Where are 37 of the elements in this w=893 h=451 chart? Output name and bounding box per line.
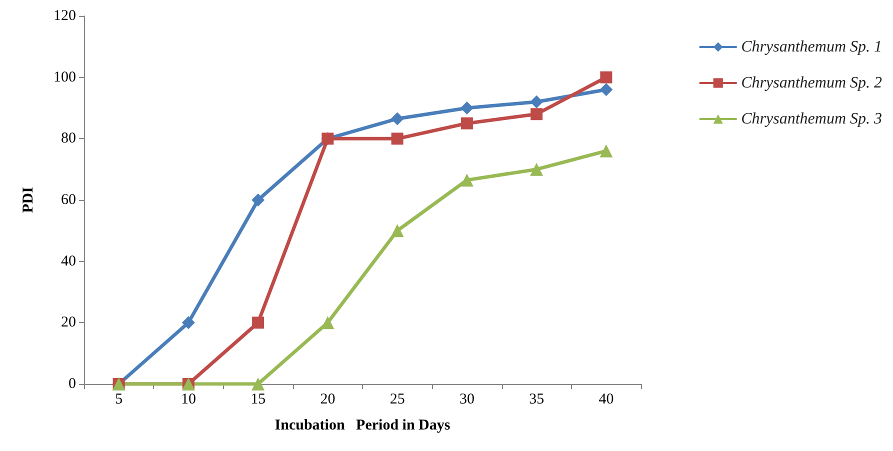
point — [252, 378, 265, 390]
point — [321, 316, 334, 330]
x-tick-label: 35 — [529, 392, 544, 408]
point — [252, 194, 265, 206]
point — [252, 316, 264, 329]
point — [391, 132, 404, 145]
point — [460, 117, 473, 130]
x-tick-label: 40 — [598, 392, 614, 408]
point — [530, 108, 543, 120]
y-axis-title: PDI — [20, 186, 36, 213]
point — [600, 71, 612, 84]
point — [530, 95, 544, 108]
point — [600, 144, 613, 158]
y-tick-label: 120 — [54, 8, 76, 24]
point — [530, 162, 544, 176]
x-tick-label: 20 — [320, 392, 336, 408]
point — [600, 83, 613, 96]
point — [390, 112, 404, 126]
x-tick-label: 10 — [180, 392, 196, 408]
y-tick-label: 80 — [61, 130, 76, 147]
y-tick-label: 100 — [54, 69, 76, 86]
point — [182, 316, 195, 330]
y-tick-label: 60 — [61, 192, 76, 208]
x-tick-label: 25 — [390, 392, 405, 408]
x-tick-label: 15 — [250, 392, 266, 408]
legend-label: Chrysanthemum Sp. 1 — [741, 38, 882, 56]
y-tick-label: 0 — [68, 376, 76, 392]
point — [390, 224, 404, 238]
point — [460, 174, 474, 187]
x-tick-label: 5 — [115, 392, 123, 408]
y-tick-label: 20 — [61, 314, 76, 331]
point — [460, 102, 474, 114]
x-tick-label: 30 — [459, 392, 474, 408]
legend-label: Chrysanthemum Sp. 3 — [741, 110, 882, 128]
y-tick-label: 40 — [61, 253, 76, 270]
x-axis-title: Incubation Period in Days — [274, 418, 450, 434]
legend-label: Chrysanthemum Sp. 2 — [741, 74, 882, 92]
